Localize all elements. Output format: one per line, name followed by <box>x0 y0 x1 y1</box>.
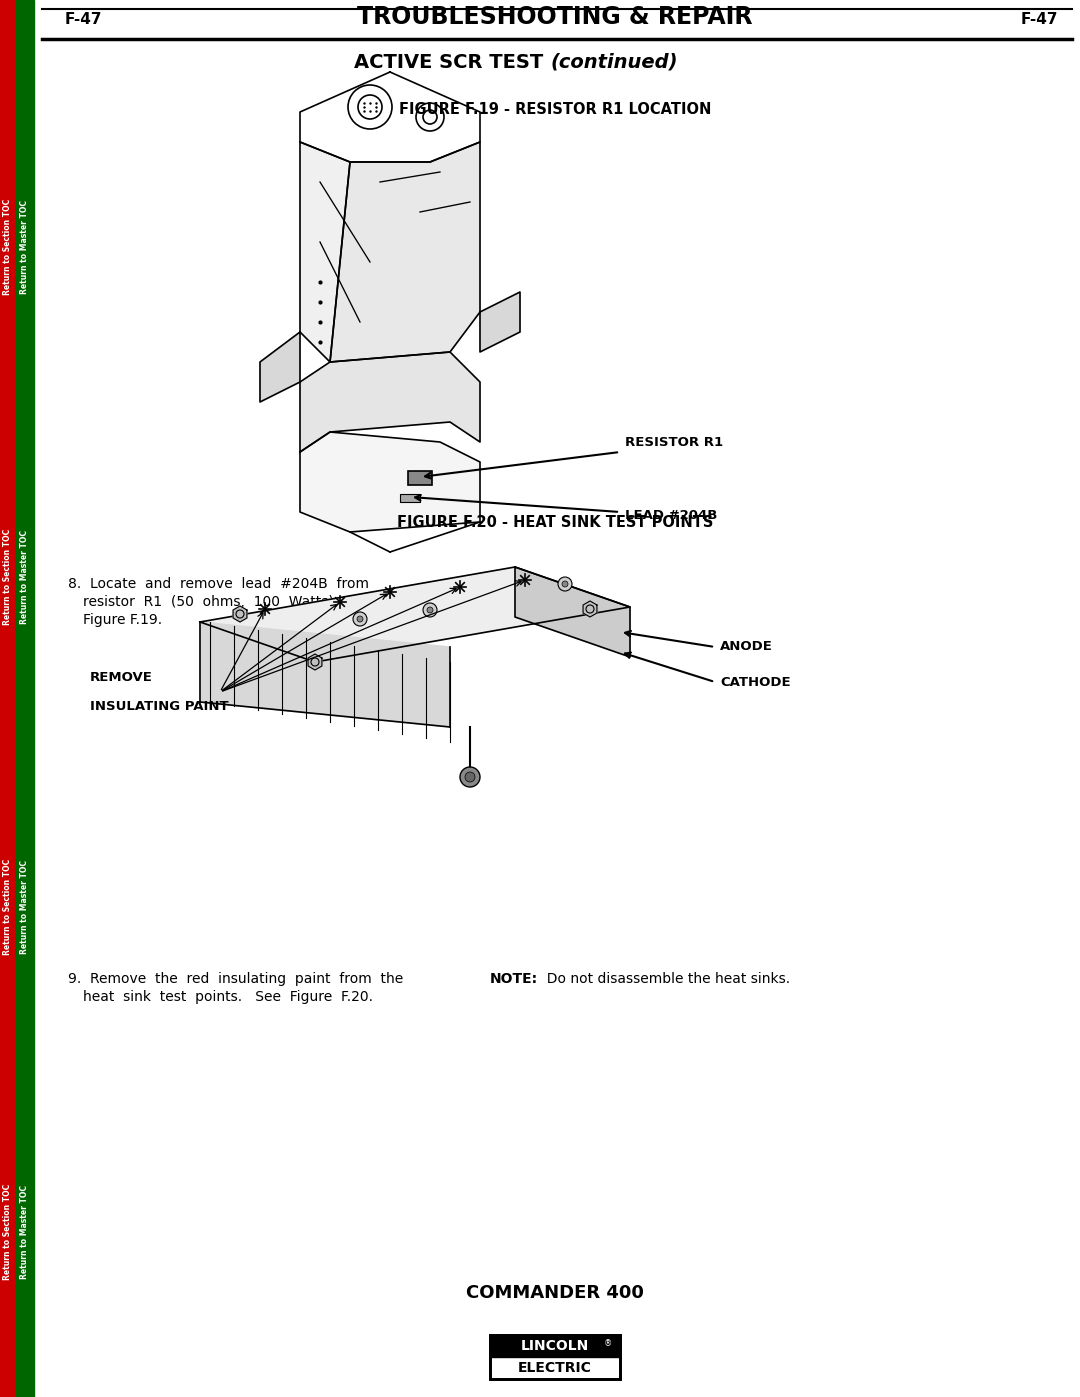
Text: INSULATING PAINT: INSULATING PAINT <box>90 700 229 712</box>
Text: LEAD #204B: LEAD #204B <box>625 509 717 522</box>
Polygon shape <box>260 332 300 402</box>
Text: LINCOLN: LINCOLN <box>521 1338 589 1352</box>
Polygon shape <box>300 142 350 362</box>
Polygon shape <box>300 432 480 532</box>
Circle shape <box>460 767 480 787</box>
Text: Return to Section TOC: Return to Section TOC <box>3 859 13 956</box>
Text: Figure F.19.: Figure F.19. <box>83 613 162 627</box>
Text: F-47: F-47 <box>1021 11 1058 27</box>
Text: 8.  Locate  and  remove  lead  #204B  from: 8. Locate and remove lead #204B from <box>68 577 369 591</box>
Text: Return to Master TOC: Return to Master TOC <box>21 861 29 954</box>
Circle shape <box>357 616 363 622</box>
Text: TROUBLESHOOTING & REPAIR: TROUBLESHOOTING & REPAIR <box>357 6 753 29</box>
Circle shape <box>353 612 367 626</box>
Polygon shape <box>330 142 480 362</box>
Bar <box>0 0 16 1397</box>
Text: ELECTRIC: ELECTRIC <box>518 1361 592 1375</box>
Text: REMOVE: REMOVE <box>90 671 153 685</box>
Circle shape <box>423 604 437 617</box>
Text: resistor  R1  (50  ohms,  100  Watts).   See: resistor R1 (50 ohms, 100 Watts). See <box>83 595 377 609</box>
Polygon shape <box>480 292 519 352</box>
Bar <box>408 471 432 485</box>
Polygon shape <box>200 622 450 726</box>
Text: (continued): (continued) <box>550 53 677 71</box>
Bar <box>490 1336 620 1379</box>
Text: COMMANDER 400: COMMANDER 400 <box>467 1284 644 1302</box>
Polygon shape <box>308 654 322 671</box>
Circle shape <box>427 608 433 613</box>
Polygon shape <box>515 567 630 657</box>
Text: CATHODE: CATHODE <box>720 676 791 689</box>
Text: FIGURE F.20 - HEAT SINK TEST POINTS: FIGURE F.20 - HEAT SINK TEST POINTS <box>396 515 713 529</box>
Text: Return to Master TOC: Return to Master TOC <box>21 1185 29 1280</box>
Text: Do not disassemble the heat sinks.: Do not disassemble the heat sinks. <box>538 972 791 986</box>
Circle shape <box>562 581 568 587</box>
Text: 9.  Remove  the  red  insulating  paint  from  the: 9. Remove the red insulating paint from … <box>68 972 403 986</box>
Polygon shape <box>233 606 247 622</box>
Text: Return to Master TOC: Return to Master TOC <box>21 200 29 293</box>
Text: FIGURE F.19 - RESISTOR R1 LOCATION: FIGURE F.19 - RESISTOR R1 LOCATION <box>399 102 712 117</box>
Polygon shape <box>300 352 480 453</box>
Circle shape <box>558 577 572 591</box>
Text: Return to Section TOC: Return to Section TOC <box>3 198 13 295</box>
Text: ACTIVE SCR TEST: ACTIVE SCR TEST <box>354 53 550 71</box>
Text: ®: ® <box>604 1338 612 1348</box>
Text: Return to Master TOC: Return to Master TOC <box>21 529 29 624</box>
Text: ANODE: ANODE <box>720 640 773 654</box>
Text: NOTE:: NOTE: <box>490 972 538 986</box>
Bar <box>490 1336 620 1356</box>
Polygon shape <box>200 567 630 662</box>
Text: F-47: F-47 <box>65 11 103 27</box>
Bar <box>16 0 33 1397</box>
Bar <box>490 1336 620 1379</box>
Circle shape <box>465 773 475 782</box>
Bar <box>400 495 420 502</box>
Text: Return to Section TOC: Return to Section TOC <box>3 1183 13 1280</box>
Polygon shape <box>583 601 597 617</box>
Text: Return to Section TOC: Return to Section TOC <box>3 529 13 624</box>
Text: RESISTOR R1: RESISTOR R1 <box>625 436 724 448</box>
Text: heat  sink  test  points.   See  Figure  F.20.: heat sink test points. See Figure F.20. <box>83 990 373 1004</box>
